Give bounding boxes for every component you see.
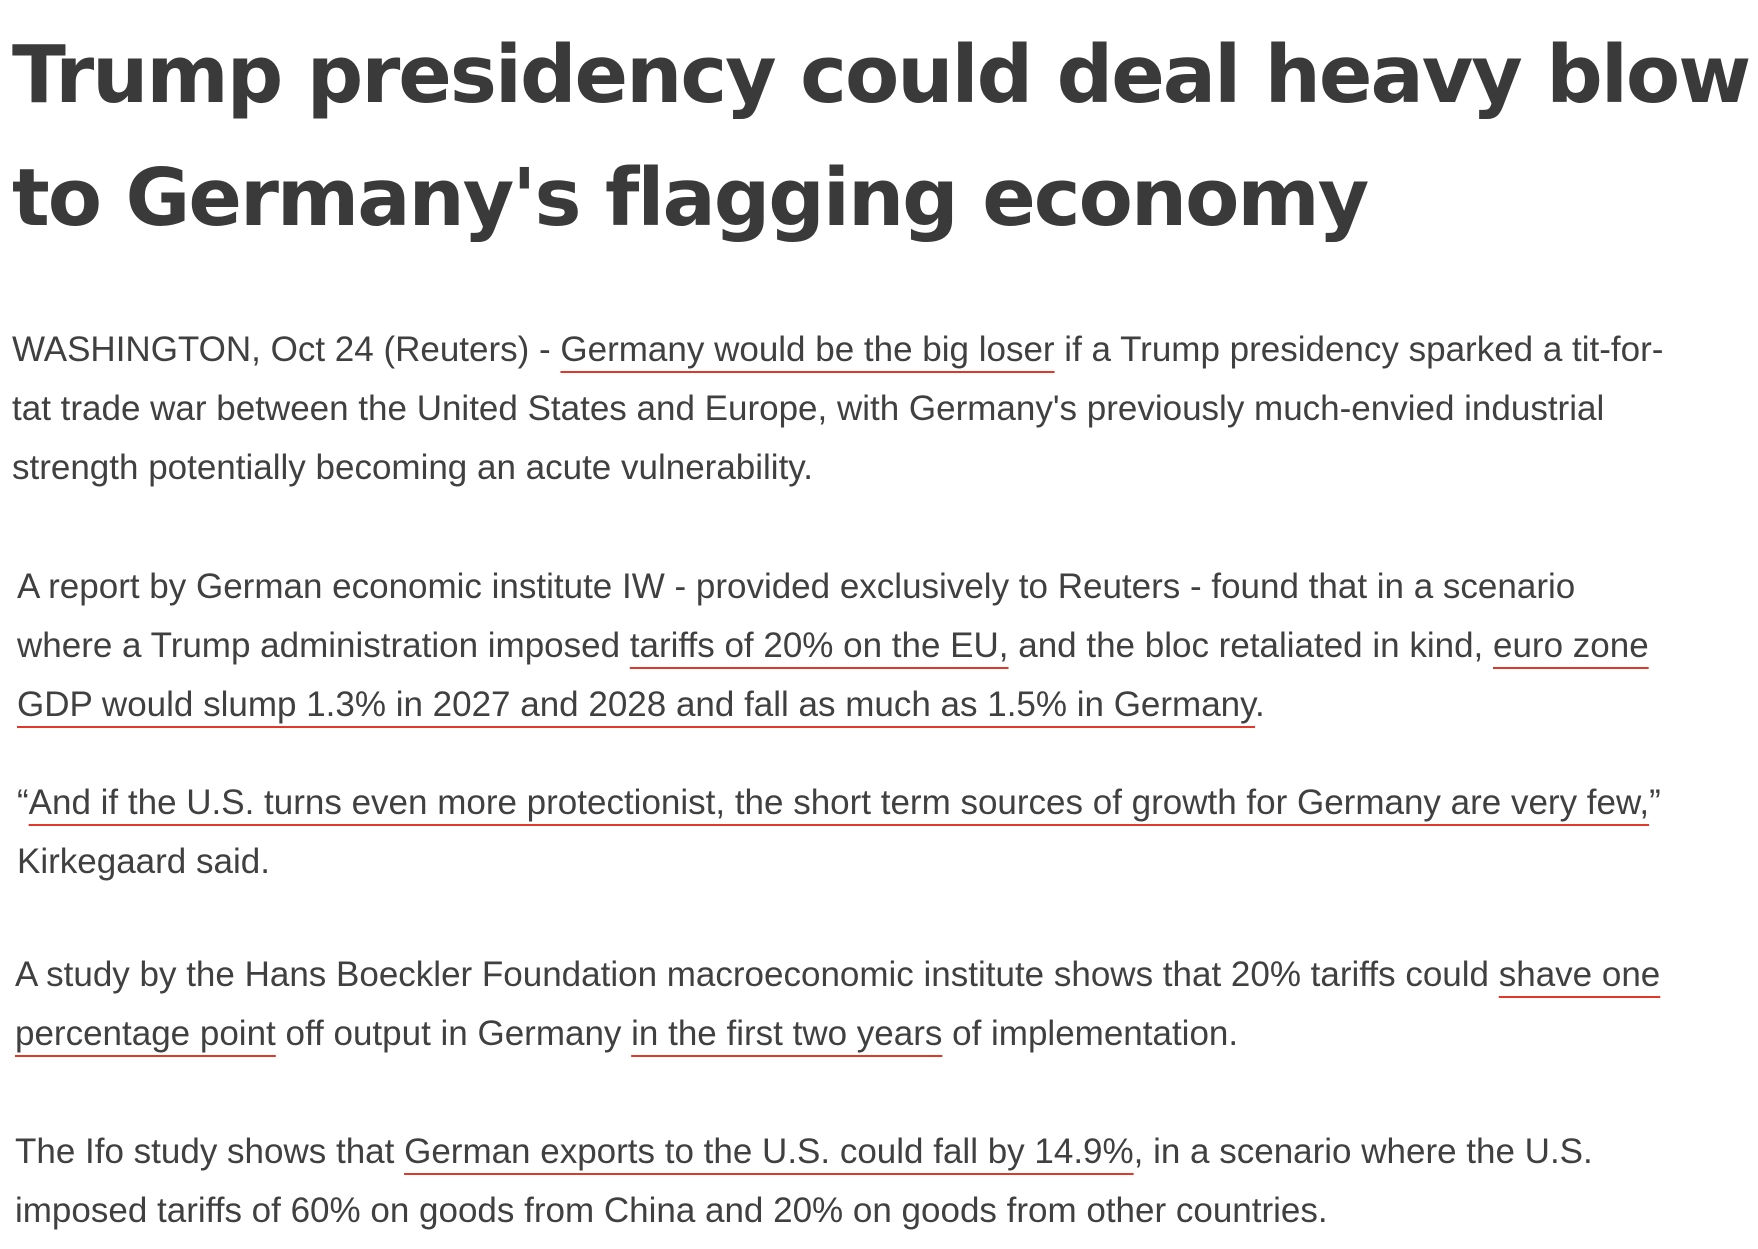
text: tat trade war between the United States … (12, 389, 1605, 428)
text: strength potentially becoming an acute v… (12, 448, 813, 487)
text: ” (1649, 783, 1661, 822)
highlighted-phrase: Germany would be the big loser (560, 330, 1055, 369)
text: Kirkegaard said. (17, 842, 270, 881)
headline-line-2: to Germany's flagging economy (12, 152, 1369, 244)
paragraph-quote: “And if the U.S. turns even more protect… (17, 773, 1661, 891)
text: A study by the Hans Boeckler Foundation … (15, 955, 1499, 994)
text: imposed tariffs of 60% on goods from Chi… (15, 1191, 1328, 1230)
highlighted-phrase: percentage point (15, 1014, 276, 1053)
paragraph-iw-report: A report by German economic institute IW… (17, 557, 1649, 734)
highlighted-phrase: shave one (1498, 955, 1661, 994)
highlighted-phrase: in the first two years (631, 1014, 943, 1053)
headline-line-1: Trump presidency could deal heavy blow (12, 29, 1751, 121)
highlighted-phrase: GDP would slump 1.3% in 2027 and 2028 an… (17, 685, 1256, 724)
article-headline: Trump presidency could deal heavy blow t… (12, 14, 1752, 260)
highlighted-phrase: tariffs of 20% on the EU, (629, 626, 1009, 665)
paragraph-ifo-study: The Ifo study shows that German exports … (15, 1122, 1593, 1240)
text: The Ifo study shows that (15, 1132, 405, 1171)
paragraph-boeckler-study: A study by the Hans Boeckler Foundation … (15, 945, 1660, 1063)
highlighted-phrase: And if the U.S. turns even more protecti… (28, 783, 1650, 822)
highlighted-phrase: euro zone (1493, 626, 1649, 665)
text: “ (17, 783, 29, 822)
text: if a Trump presidency sparked a tit-for- (1054, 330, 1664, 369)
text: and the bloc retaliated in kind, (1008, 626, 1493, 665)
text: WASHINGTON, Oct 24 (Reuters) - (12, 330, 561, 369)
text: A report by German economic institute IW… (17, 567, 1576, 606)
text: off output in Germany (275, 1014, 632, 1053)
text: . (1255, 685, 1265, 724)
text: , in a scenario where the U.S. (1133, 1132, 1593, 1171)
text: where a Trump administration imposed (17, 626, 630, 665)
highlighted-phrase: German exports to the U.S. could fall by… (404, 1132, 1134, 1171)
paragraph-dateline: WASHINGTON, Oct 24 (Reuters) - Germany w… (12, 320, 1663, 497)
text: of implementation. (942, 1014, 1239, 1053)
